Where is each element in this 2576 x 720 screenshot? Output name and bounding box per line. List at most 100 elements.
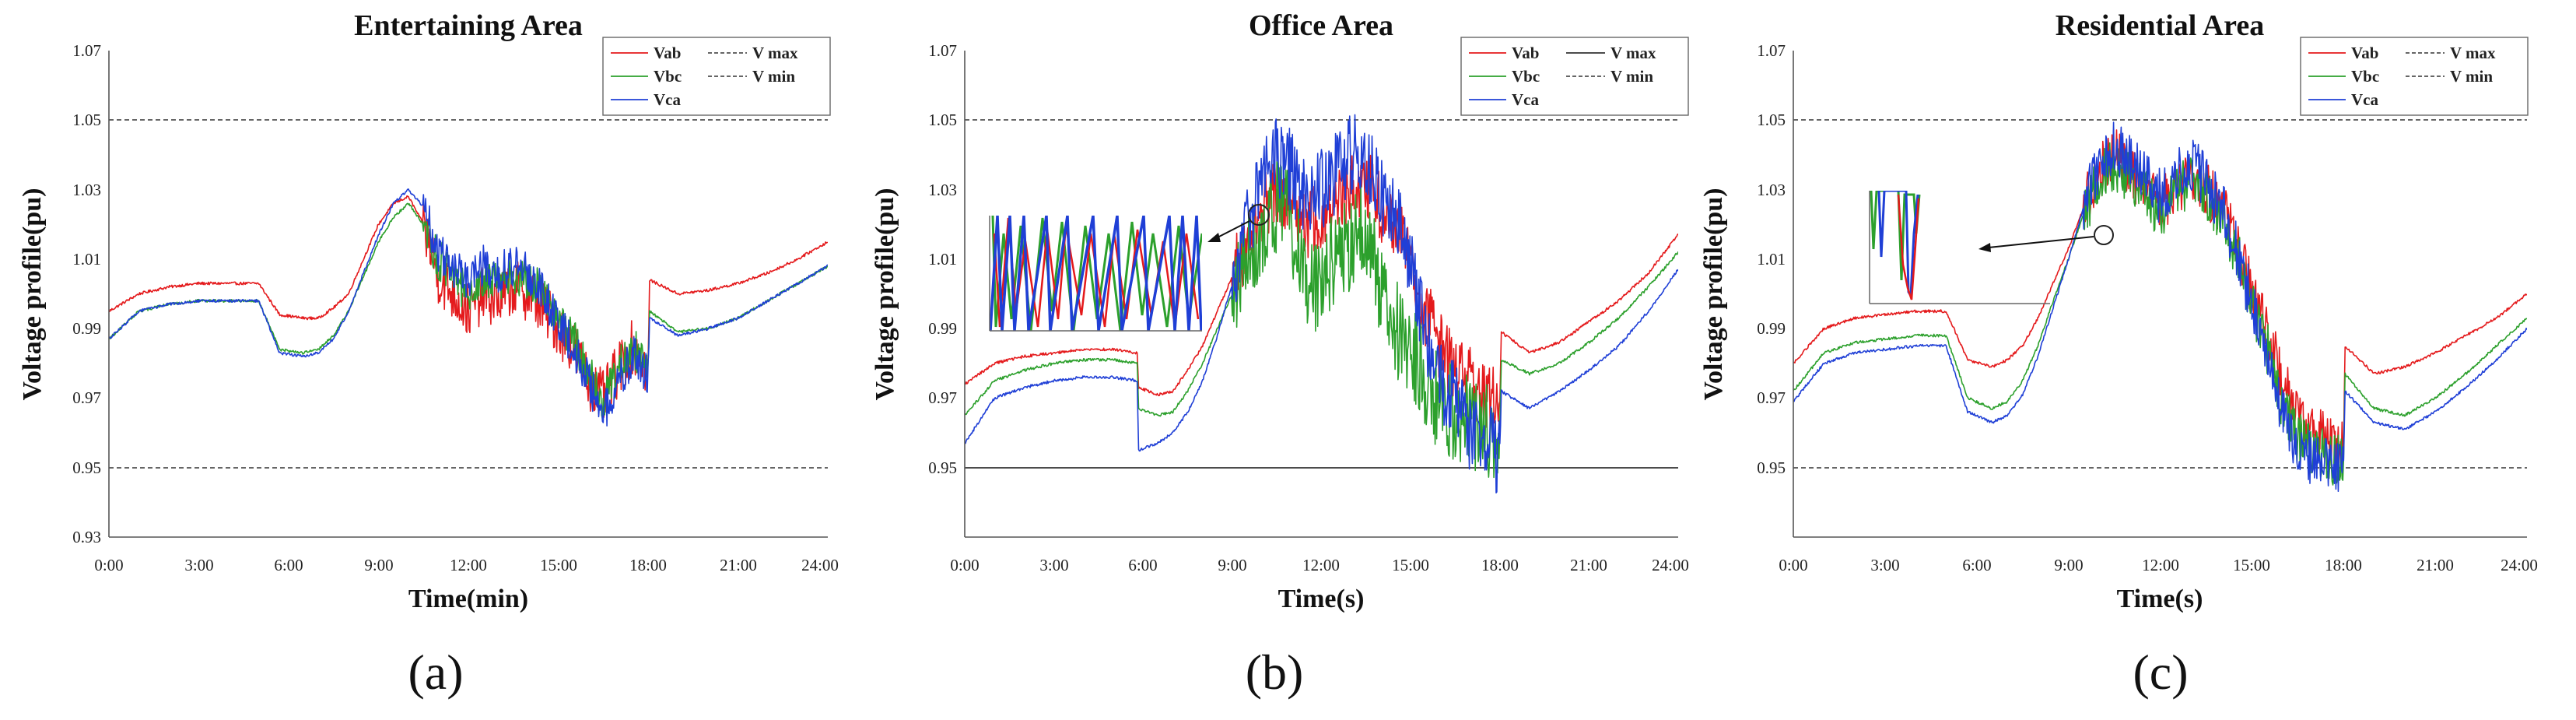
y-tick-label: 1.01 <box>72 250 101 269</box>
y-tick-label: 0.99 <box>928 319 957 338</box>
y-tick-label: 1.01 <box>1757 250 1786 269</box>
legend-label-vca: Vca <box>1512 90 1539 109</box>
x-tick-label: 15:00 <box>2233 556 2270 574</box>
x-tick-label: 9:00 <box>2054 556 2083 574</box>
y-axis-title: Voltage profile(pu) <box>1699 188 1728 401</box>
x-tick-label: 12:00 <box>2142 556 2179 574</box>
series-line-vab <box>109 195 828 418</box>
legend-label-vbc: Vbc <box>654 67 682 86</box>
x-tick-label: 18:00 <box>629 556 667 574</box>
panel-label: (b) <box>1246 644 1304 700</box>
x-tick-label: 3:00 <box>1039 556 1068 574</box>
x-tick-labels: 0:00 3:00 6:00 9:00 12:00 15:00 18:00 21… <box>950 556 1689 574</box>
y-tick-label: 1.05 <box>928 111 957 129</box>
y-tick-label: 0.99 <box>1757 319 1786 338</box>
x-tick-label: 6:00 <box>274 556 303 574</box>
panel-title: Residential Area <box>2056 9 2264 42</box>
zoom-arrow <box>1215 220 1250 239</box>
axes <box>1793 51 2527 538</box>
legend: Vab V max Vbc V min Vca <box>1460 37 1689 116</box>
y-tick-label: 0.93 <box>72 528 101 546</box>
limit-lines <box>1793 119 2527 469</box>
y-tick-label: 1.05 <box>72 111 101 129</box>
x-tick-label: 0:00 <box>94 556 123 574</box>
series-line-vab <box>965 154 1678 430</box>
arrow-head-icon <box>1978 243 1991 252</box>
inset-trace-vca <box>990 216 1202 331</box>
legend-label-vmax: V max <box>2450 44 2496 62</box>
legend-label-vmin: V min <box>2450 67 2493 86</box>
legend-label-vca: Vca <box>654 90 681 109</box>
y-tick-label: 0.99 <box>72 319 101 338</box>
x-tick-label: 24:00 <box>2501 556 2538 574</box>
inset-traces <box>990 216 1202 331</box>
axes <box>108 51 828 538</box>
x-tick-label: 9:00 <box>364 556 393 574</box>
zoom-circle <box>2094 225 2114 245</box>
panel-b: Office Area 0.95 0.97 0.99 1.01 1.03 1.0… <box>871 9 1689 700</box>
legend: Vab V max Vbc V min Vca <box>2300 37 2529 116</box>
x-tick-label: 9:00 <box>1218 556 1246 574</box>
x-tick-label: 21:00 <box>2417 556 2454 574</box>
x-tick-label: 15:00 <box>540 556 577 574</box>
legend-label-vbc: Vbc <box>1512 67 1540 86</box>
y-tick-labels: 0.93 0.95 0.97 0.99 1.01 1.03 1.05 1.07 <box>72 41 101 546</box>
y-tick-label: 0.97 <box>1757 388 1786 407</box>
arrow-head-icon <box>1207 233 1221 242</box>
series-line-vbc <box>1793 142 2527 486</box>
panel-label: (a) <box>408 644 463 700</box>
legend-label-vmin: V min <box>752 67 795 86</box>
zoom-circle <box>1248 204 1270 226</box>
x-tick-labels: 0:00 3:00 6:00 9:00 12:00 15:00 18:00 21… <box>1779 556 2538 574</box>
zoom-inset <box>1869 191 2114 304</box>
x-tick-label: 24:00 <box>801 556 839 574</box>
y-tick-labels: 0.95 0.97 0.99 1.01 1.03 1.05 1.07 <box>928 41 957 477</box>
legend-label-vmax: V max <box>1610 44 1656 62</box>
y-tick-label: 1.03 <box>72 181 101 199</box>
x-tick-label: 6:00 <box>1128 556 1157 574</box>
series-line-vca <box>109 188 828 427</box>
legend-label-vbc: Vbc <box>2351 67 2379 86</box>
y-tick-labels: 0.95 0.97 0.99 1.01 1.03 1.05 1.07 <box>1757 41 1786 477</box>
y-tick-label: 1.07 <box>1757 41 1786 60</box>
x-tick-label: 12:00 <box>1302 556 1340 574</box>
legend-label-vca: Vca <box>2351 90 2378 109</box>
x-tick-label: 18:00 <box>2325 556 2362 574</box>
series-line-vca <box>1793 121 2527 492</box>
panel-c: Residential Area 0.95 0.97 0.99 1.01 1.0… <box>1699 9 2538 700</box>
series-layer <box>109 188 828 427</box>
zoom-inset <box>989 204 1270 332</box>
x-tick-label: 18:00 <box>1481 556 1519 574</box>
x-tick-label: 0:00 <box>1779 556 1807 574</box>
panel-a: Entertaining Area 0.93 0.95 0.97 0.99 1.… <box>18 9 839 700</box>
x-tick-labels: 0:00 3:00 6:00 9:00 12:00 15:00 18:00 21… <box>94 556 839 574</box>
legend-label-vab: Vab <box>1512 44 1539 62</box>
legend-label-vmax: V max <box>752 44 798 62</box>
series-layer <box>965 114 1678 493</box>
x-axis-title: Time(min) <box>408 585 528 613</box>
y-tick-label: 0.97 <box>928 388 957 407</box>
series-line-vbc <box>965 160 1678 479</box>
limit-lines <box>965 119 1678 469</box>
x-tick-label: 15:00 <box>1392 556 1429 574</box>
x-tick-label: 24:00 <box>1652 556 1689 574</box>
legend-label-vab: Vab <box>654 44 681 62</box>
zoom-arrow <box>1988 236 2094 248</box>
x-tick-label: 3:00 <box>184 556 213 574</box>
panel-label: (c) <box>2133 644 2188 700</box>
panel-title: Entertaining Area <box>354 9 583 42</box>
y-tick-label: 1.07 <box>928 41 957 60</box>
x-tick-label: 21:00 <box>1570 556 1607 574</box>
inset-trace-vca <box>1877 191 1919 300</box>
inset-trace-vab <box>1897 194 1920 300</box>
panel-title: Office Area <box>1249 9 1393 42</box>
legend: Vab V max Vbc V min Vca <box>602 37 831 116</box>
y-axis-title: Voltage profile(pu) <box>18 188 47 401</box>
x-tick-label: 21:00 <box>720 556 757 574</box>
series-layer <box>1793 121 2527 492</box>
legend-label-vmin: V min <box>1610 67 1653 86</box>
x-tick-label: 6:00 <box>1962 556 1991 574</box>
y-axis-title: Voltage profile(pu) <box>871 188 899 401</box>
y-tick-label: 0.97 <box>72 388 101 407</box>
